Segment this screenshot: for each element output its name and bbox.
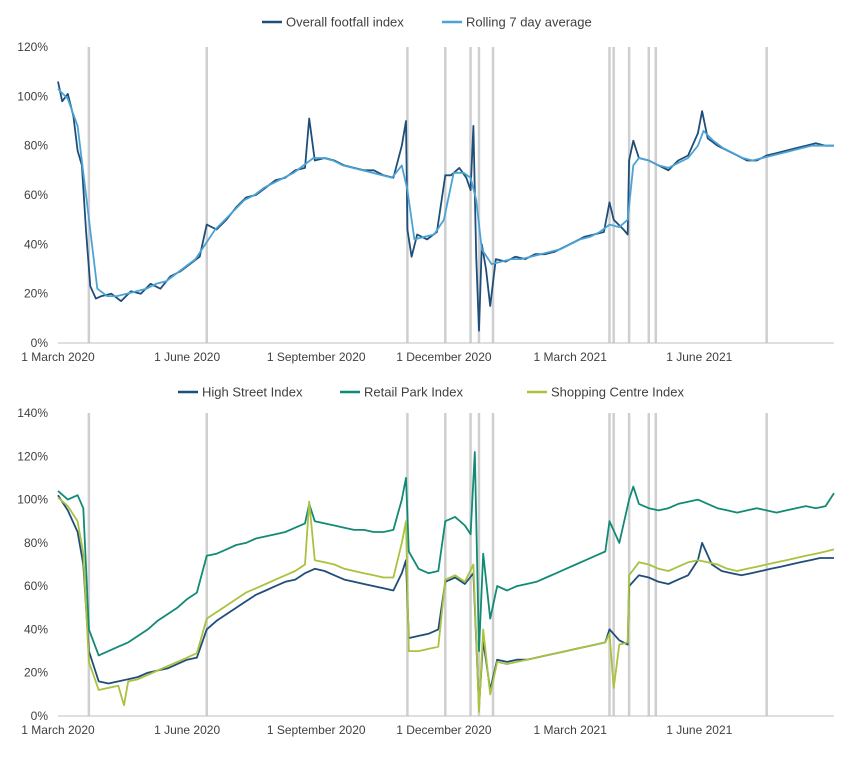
x-tick-label: 1 June 2021 [666, 723, 732, 737]
legend-label: High Street Index [202, 385, 303, 400]
y-tick-label: 80% [24, 139, 48, 153]
x-tick-label: 1 March 2020 [21, 350, 95, 364]
legend-label: Rolling 7 day average [466, 15, 592, 30]
overall-footfall-chart: 0% 20% 40% 60% 80% 100% 120% 1 March 2020 1 June… [17, 15, 834, 364]
x-tick-label: 1 June 2020 [154, 350, 220, 364]
y-tick-label: 140% [17, 406, 48, 420]
y-tick-label: 20% [24, 666, 48, 680]
y-tick-label: 40% [24, 622, 48, 636]
y-tick-label: 120% [17, 449, 48, 463]
y-tick-label: 100% [17, 493, 48, 507]
y-tick-label: 60% [24, 188, 48, 202]
y-tick-label: 20% [24, 287, 48, 301]
series-line-rolling-7-day-average [57, 88, 834, 297]
y-tick-label: 40% [24, 237, 48, 251]
y-tick-label: 60% [24, 579, 48, 593]
y-tick-label: 0% [31, 709, 49, 723]
x-tick-label: 1 September 2020 [267, 723, 366, 737]
series-line-high-street-index [57, 494, 834, 709]
y-tick-label: 100% [17, 89, 48, 103]
legend-label: Overall footfall index [286, 15, 404, 30]
legend-label: Shopping Centre Index [551, 385, 684, 400]
series-line-shopping-centre-index [57, 496, 835, 713]
x-tick-label: 1 March 2021 [533, 723, 607, 737]
legend-label: Retail Park Index [364, 385, 463, 400]
x-tick-label: 1 September 2020 [267, 350, 366, 364]
x-tick-label: 1 March 2020 [21, 723, 95, 737]
x-tick-label: 1 December 2020 [396, 350, 492, 364]
x-tick-label: 1 March 2021 [533, 350, 607, 364]
x-tick-label: 1 December 2020 [396, 723, 492, 737]
x-tick-label: 1 June 2020 [154, 723, 220, 737]
y-tick-label: 120% [17, 40, 48, 54]
location-type-footfall-chart: 0% 20% 40% 60% 80% 100% 120% 140% 1 March 2020 1 … [17, 385, 835, 737]
x-tick-label: 1 June 2021 [666, 350, 732, 364]
y-tick-label: 0% [31, 336, 49, 350]
series-line-retail-park-index [57, 451, 835, 657]
y-tick-label: 80% [24, 536, 48, 550]
